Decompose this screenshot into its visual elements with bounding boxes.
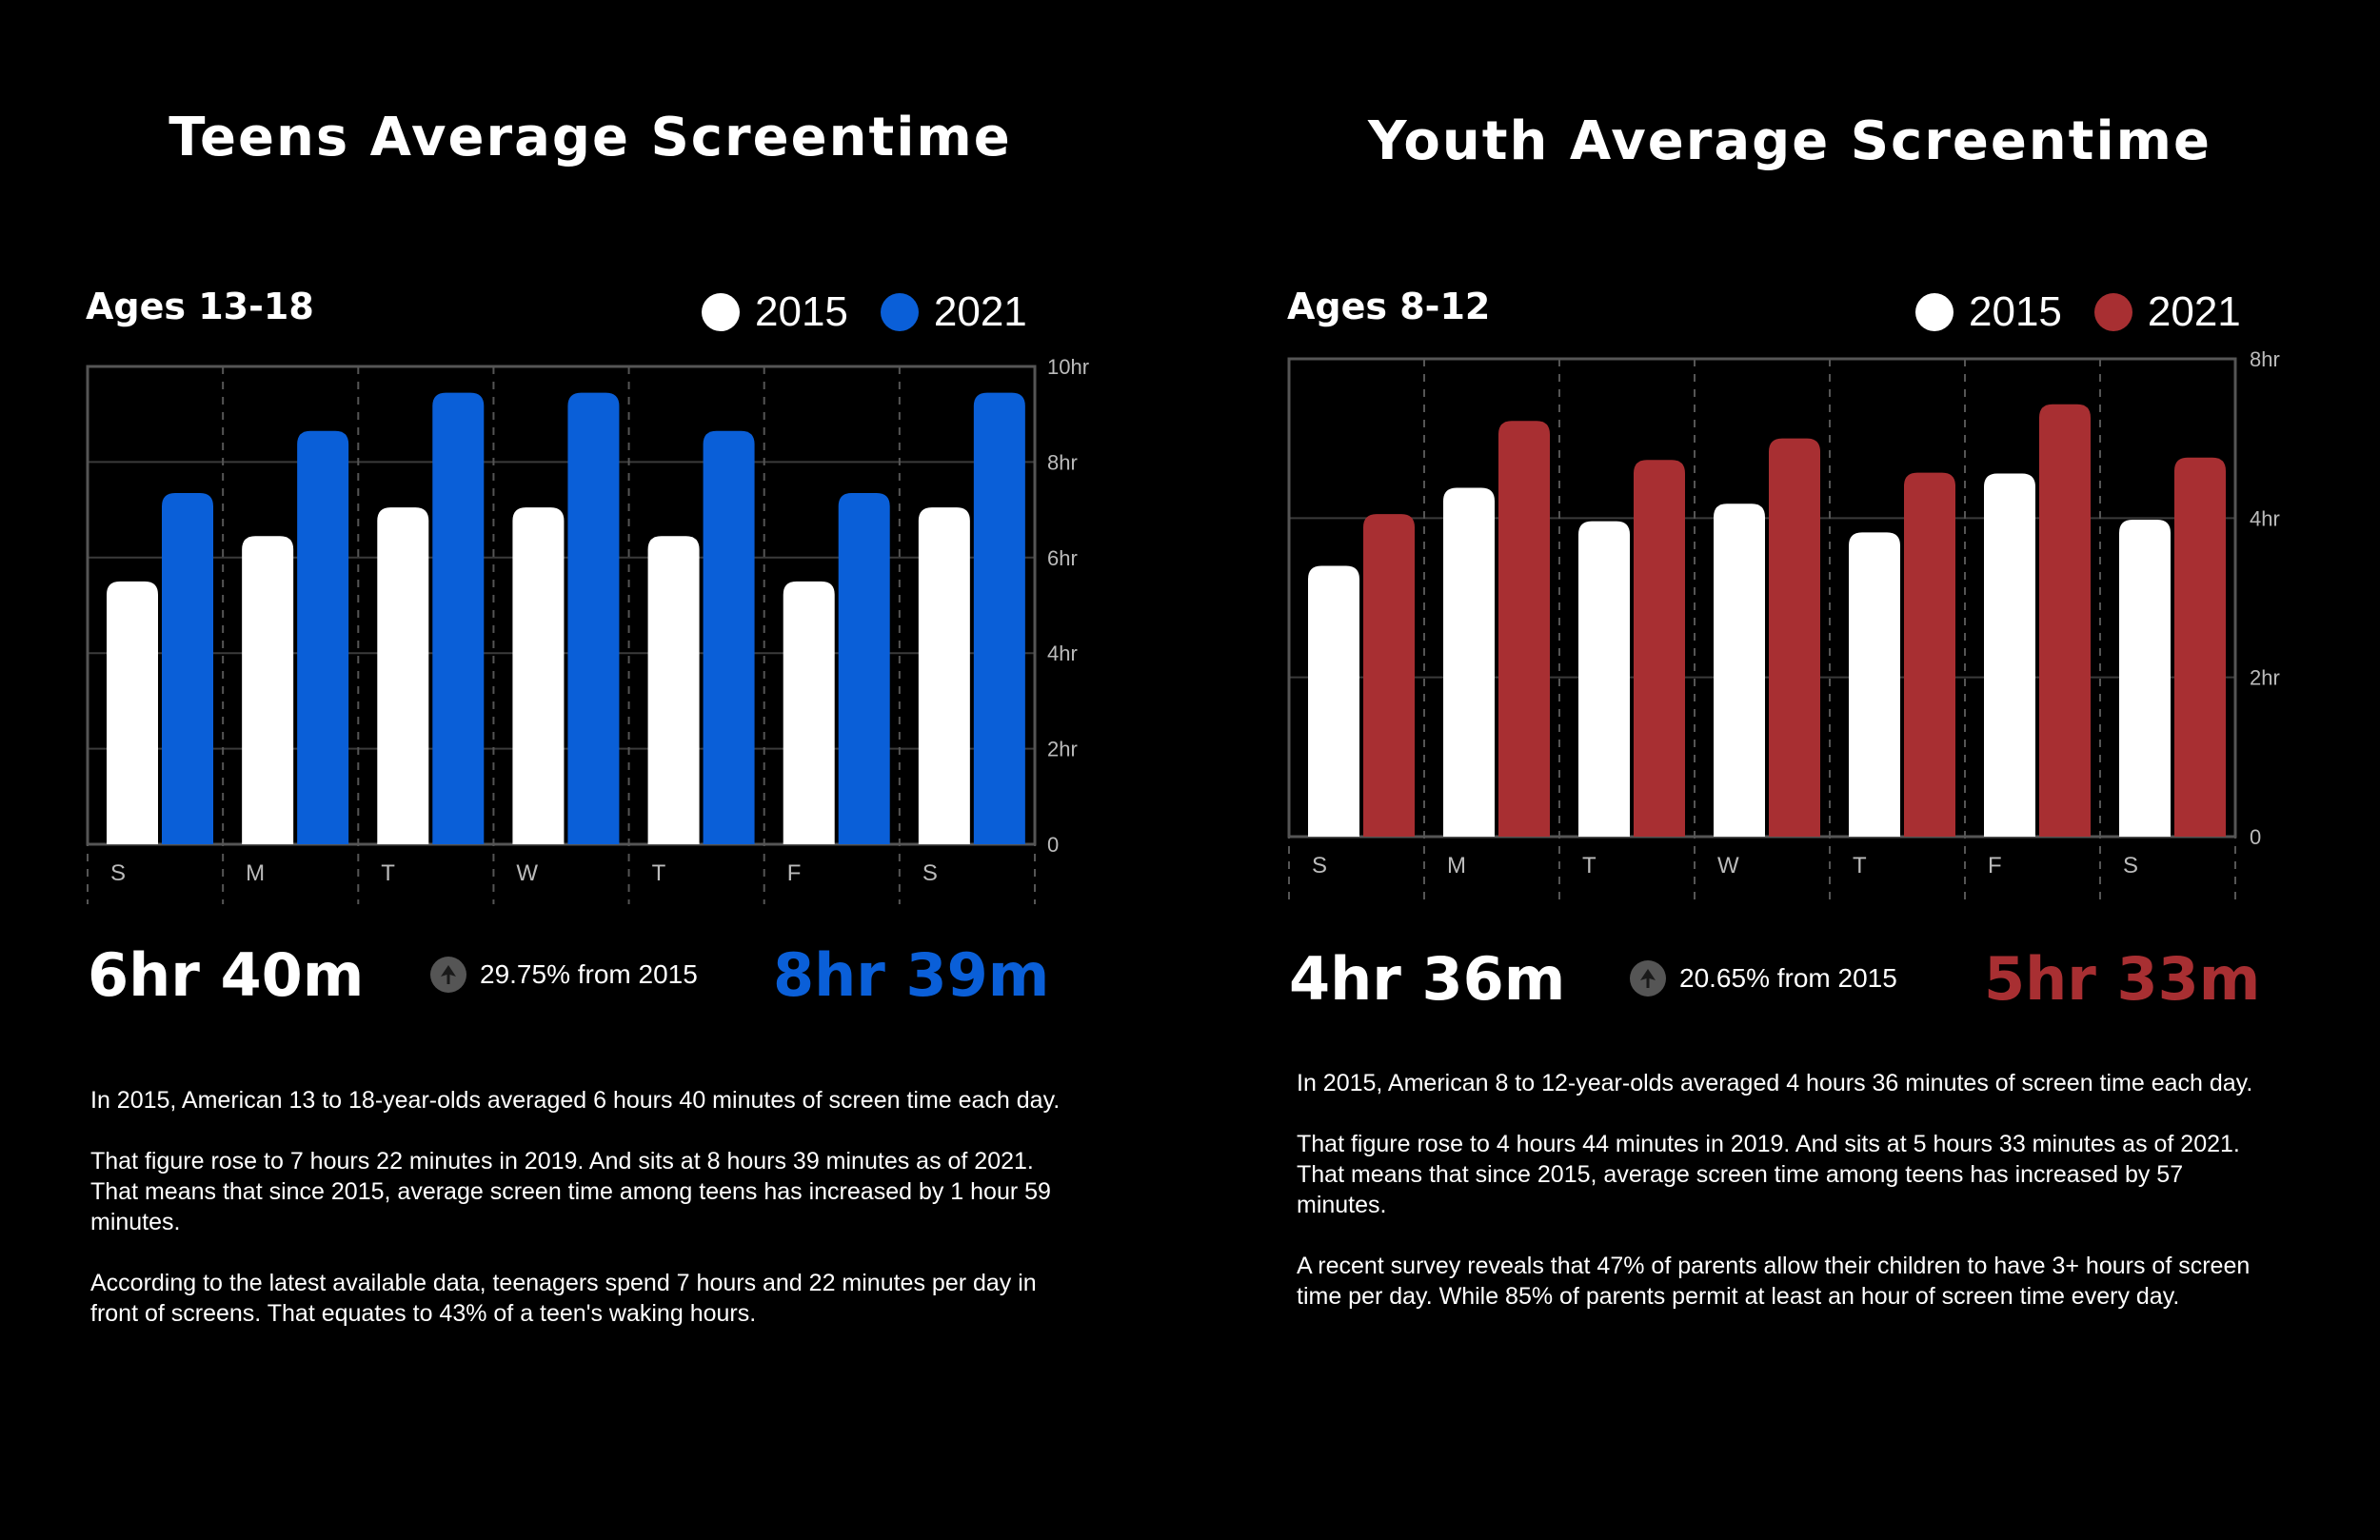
- legend-item-2021: 2021: [2093, 288, 2241, 336]
- youth-change-text: 20.65% from 2015: [1679, 963, 1897, 993]
- y-tick-label: 0: [1047, 833, 1059, 857]
- bar-2015: [107, 581, 158, 844]
- x-tick-label: F: [1988, 853, 2002, 879]
- bar-2021: [973, 392, 1025, 844]
- legend-dot-2021: [2093, 293, 2132, 331]
- youth-subtitle: Ages 8-12: [1287, 286, 1491, 327]
- youth-paragraph: A recent survey reveals that 47% of pare…: [1297, 1253, 2251, 1310]
- bar-2021: [838, 493, 890, 844]
- youth-change: 20.65% from 2015: [1630, 960, 1897, 997]
- teens-subtitle: Ages 13-18: [86, 286, 314, 327]
- x-tick-label: M: [246, 860, 265, 886]
- bar-2015: [918, 507, 970, 844]
- bar-2021: [297, 430, 349, 844]
- teens-stat-2021: 8hr 39m: [773, 940, 1050, 1010]
- y-tick-label: 2hr: [2250, 666, 2280, 690]
- legend-item-2021: 2021: [880, 288, 1027, 336]
- teens-paragraph: According to the latest available data, …: [90, 1270, 1037, 1327]
- teens-description: In 2015, American 13 to 18-year-olds ave…: [90, 1085, 1061, 1359]
- legend-label-2015: 2015: [1969, 288, 2062, 335]
- youth-stat-2021: 5hr 33m: [1984, 944, 2261, 1014]
- x-tick-label: S: [110, 860, 126, 886]
- x-tick-label: W: [516, 860, 538, 886]
- teens-title: Teens Average Screentime: [169, 107, 1012, 168]
- bar-2021: [2174, 457, 2226, 837]
- bar-2021: [2039, 404, 2091, 837]
- bar-2021: [1769, 438, 1820, 837]
- x-tick-label: W: [1717, 853, 1739, 879]
- x-tick-label: M: [1447, 853, 1466, 879]
- teens-change: 29.75% from 2015: [430, 957, 698, 993]
- bar-2015: [242, 536, 294, 844]
- y-tick-label: 0: [2250, 825, 2261, 849]
- legend-label-2021: 2021: [2147, 288, 2241, 335]
- x-tick-label: S: [1312, 853, 1327, 879]
- x-tick-label: T: [1582, 853, 1597, 879]
- bar-2021: [1363, 514, 1415, 837]
- bar-2021: [567, 392, 620, 844]
- y-tick-label: 8hr: [1047, 450, 1078, 474]
- teens-stat-2015: 6hr 40m: [88, 940, 365, 1010]
- x-tick-label: T: [1853, 853, 1867, 879]
- bar-2015: [512, 507, 565, 844]
- y-tick-label: 4hr: [1047, 642, 1078, 665]
- bar-2021: [1498, 421, 1550, 837]
- youth-paragraph: That figure rose to 4 hours 44 minutes i…: [1297, 1131, 2240, 1218]
- y-tick-label: 10hr: [1047, 355, 1089, 379]
- bar-2021: [162, 493, 213, 844]
- bar-2015: [2119, 520, 2171, 837]
- bar-2015: [1849, 532, 1900, 837]
- x-tick-label: S: [922, 860, 938, 886]
- bar-2015: [1443, 487, 1495, 837]
- bar-2021: [1904, 472, 1955, 837]
- legend-dot-2015: [702, 293, 740, 331]
- x-tick-label: T: [652, 860, 666, 886]
- youth-legend: 2015 2021: [1915, 288, 2241, 336]
- bar-2015: [647, 536, 700, 844]
- x-tick-label: T: [381, 860, 395, 886]
- youth-description: In 2015, American 8 to 12-year-olds aver…: [1297, 1068, 2268, 1342]
- x-tick-label: F: [787, 860, 802, 886]
- youth-title: Youth Average Screentime: [1368, 110, 2211, 172]
- y-tick-label: 6hr: [1047, 546, 1078, 570]
- youth-paragraph: In 2015, American 8 to 12-year-olds aver…: [1297, 1070, 2253, 1096]
- y-tick-label: 8hr: [2250, 347, 2280, 371]
- y-tick-label: 2hr: [1047, 738, 1078, 761]
- legend-label-2015: 2015: [755, 288, 848, 335]
- bar-2015: [1714, 503, 1765, 837]
- bar-2015: [1984, 473, 2035, 837]
- legend-label-2021: 2021: [933, 288, 1027, 335]
- x-tick-label: S: [2123, 853, 2138, 879]
- teens-change-text: 29.75% from 2015: [480, 959, 698, 989]
- legend-item-2015: 2015: [1915, 288, 2062, 336]
- bar-2021: [703, 430, 755, 844]
- bar-2021: [1634, 460, 1685, 837]
- youth-stat-2015: 4hr 36m: [1289, 944, 1566, 1014]
- youth-panel: Youth Average Screentime Ages 8-12 2015 …: [1200, 0, 2380, 1540]
- arrow-up-icon: [430, 957, 466, 993]
- teens-bar-chart: S M T W T F S 0 2hr 4hr 6hr 8hr 10hr: [86, 355, 1089, 904]
- teens-paragraph: That figure rose to 7 hours 22 minutes i…: [90, 1148, 1051, 1235]
- arrow-up-icon: [1630, 960, 1666, 997]
- bar-2021: [432, 392, 485, 844]
- teens-paragraph: In 2015, American 13 to 18-year-olds ave…: [90, 1087, 1061, 1114]
- teens-legend: 2015 2021: [702, 288, 1027, 336]
- legend-dot-2021: [880, 293, 919, 331]
- y-tick-label: 4hr: [2250, 506, 2280, 530]
- legend-item-2015: 2015: [702, 288, 848, 336]
- legend-dot-2015: [1915, 293, 1954, 331]
- bar-2015: [783, 581, 835, 844]
- bar-2015: [1308, 565, 1359, 837]
- teens-panel: Teens Average Screentime Ages 13-18 2015…: [86, 107, 1089, 1359]
- bar-2015: [377, 507, 429, 844]
- bar-2015: [1578, 521, 1630, 837]
- youth-bar-chart: S M T W T F S 0 2hr 4hr 8hr: [1287, 347, 2280, 899]
